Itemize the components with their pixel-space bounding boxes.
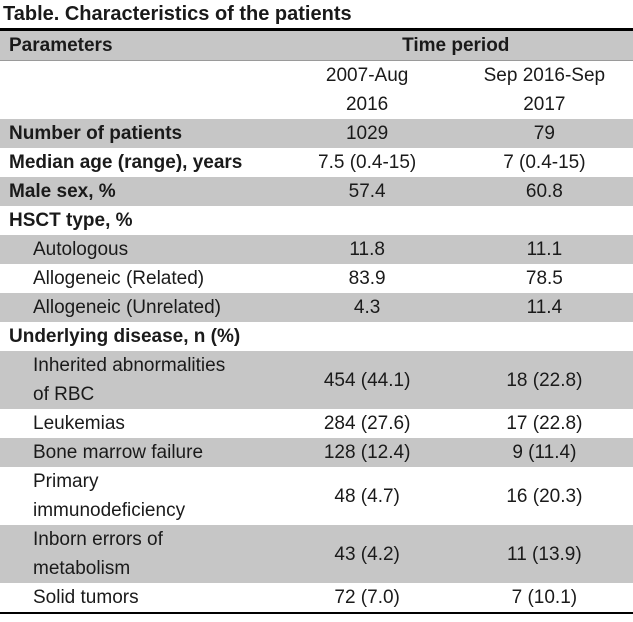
value-cell-period1: 48 (4.7) <box>334 485 400 507</box>
patients-table: Parameters Time period 2007-Aug 2016 Sep… <box>0 28 633 614</box>
param-label-cell: Autologous <box>33 239 129 260</box>
table-row: Primary immunodeficiency 48 (4.7) 16 (20… <box>0 467 633 525</box>
section-row: Underlying disease, n (%) <box>0 322 633 351</box>
param-label-cell: Bone marrow failure <box>33 442 204 463</box>
table-row: Median age (range), years 7.5 (0.4-15) 7… <box>0 148 633 177</box>
value-cell-period2: 7 (0.4-15) <box>503 152 586 173</box>
table-row: Solid tumors 72 (7.0) 7 (10.1) <box>0 583 633 613</box>
value-cell-period2: 11.4 <box>526 297 563 318</box>
param-label-cell: Solid tumors <box>33 587 139 608</box>
param-label-cell: Median age (range), years <box>9 152 243 173</box>
value-cell-period1: 72 (7.0) <box>334 587 400 608</box>
param-label-cell: Allogeneic (Unrelated) <box>33 297 221 318</box>
value-cell-period2: 18 (22.8) <box>506 369 583 391</box>
table-row: Number of patients 1029 79 <box>0 119 633 148</box>
section-label-cell: Underlying disease, n (%) <box>9 326 241 347</box>
table-row: Bone marrow failure 128 (12.4) 9 (11.4) <box>0 438 633 467</box>
param-label-cell: Male sex, % <box>9 181 116 202</box>
value-cell-period2: 11.1 <box>526 239 563 260</box>
value-cell-period1: 7.5 (0.4-15) <box>318 152 417 173</box>
param-label-cell: Allogeneic (Related) <box>33 268 205 289</box>
table-row: Allogeneic (Unrelated) 4.3 11.4 <box>0 293 633 322</box>
value-cell-period2: 7 (10.1) <box>511 587 578 608</box>
table-row: Leukemias 284 (27.6) 17 (22.8) <box>0 409 633 438</box>
param-label-cell: Inborn errors of metabolism <box>33 529 163 579</box>
value-cell-period1: 57.4 <box>348 181 386 202</box>
value-cell-period1: 1029 <box>345 123 389 144</box>
param-label-cell: Leukemias <box>33 413 125 434</box>
value-cell-period1: 284 (27.6) <box>323 413 411 434</box>
value-cell-period1: 11.8 <box>349 239 385 260</box>
column-header-parameters: Parameters <box>9 35 113 56</box>
value-cell-period2: 79 <box>533 123 555 144</box>
table-row: Male sex, % 57.4 60.8 <box>0 177 633 206</box>
table-title: Table. Characteristics of the patients <box>3 3 352 25</box>
table-row: Allogeneic (Related) 83.9 78.5 <box>0 264 633 293</box>
column-header-period2: Sep 2016-Sep 2017 <box>483 65 606 115</box>
value-cell-period2: 60.8 <box>525 181 563 202</box>
value-cell-period1: 43 (4.2) <box>334 543 400 565</box>
param-label-cell: Number of patients <box>9 123 183 144</box>
subheader-row: 2007-Aug 2016 Sep 2016-Sep 2017 <box>0 61 633 120</box>
empty-subheader-cell <box>0 61 279 120</box>
column-header-period1: 2007-Aug 2016 <box>325 65 409 115</box>
value-cell-period2: 16 (20.3) <box>506 485 583 507</box>
table-row: Inherited abnormalities of RBC 454 (44.1… <box>0 351 633 409</box>
header-row: Parameters Time period <box>0 29 633 61</box>
value-cell-period1: 83.9 <box>348 268 386 289</box>
table-row: Inborn errors of metabolism 43 (4.2) 11 … <box>0 525 633 583</box>
table-row: Autologous 11.8 11.1 <box>0 235 633 264</box>
value-cell-period1: 4.3 <box>353 297 381 318</box>
param-label-cell: Primary immunodeficiency <box>33 471 186 521</box>
value-cell-period2: 11 (13.9) <box>507 543 582 565</box>
value-cell-period1: 454 (44.1) <box>323 369 411 391</box>
section-label-cell: HSCT type, % <box>9 210 133 231</box>
param-label-cell: Inherited abnormalities of RBC <box>33 355 226 405</box>
value-cell-period1: 128 (12.4) <box>323 442 411 463</box>
value-cell-period2: 78.5 <box>525 268 563 289</box>
section-row: HSCT type, % <box>0 206 633 235</box>
value-cell-period2: 9 (11.4) <box>512 442 577 463</box>
value-cell-period2: 17 (22.8) <box>506 413 583 434</box>
column-header-time-period: Time period <box>402 35 510 56</box>
